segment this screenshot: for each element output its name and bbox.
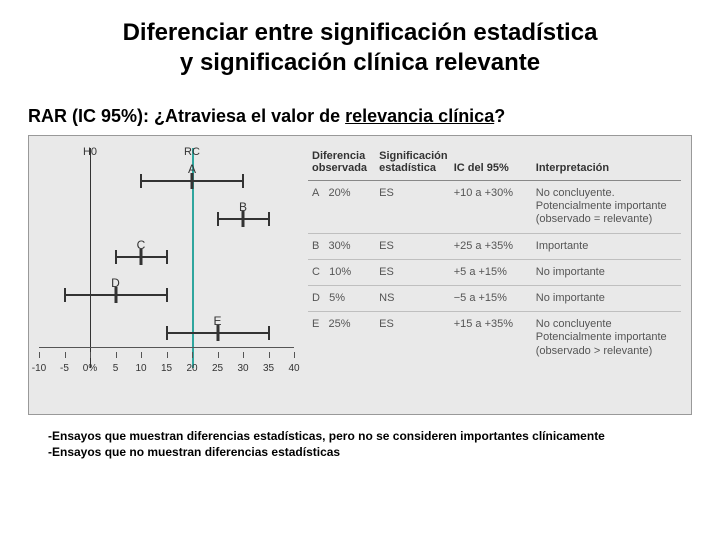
ci-whisker [166,288,168,302]
ci-whisker [64,288,66,302]
table-cell: C 10% [308,259,375,285]
title-line2: y significación clínica relevante [180,49,540,76]
subtitle: RAR (IC 95%): ¿Atraviesa el valor de rel… [28,106,692,127]
row-diff: 30% [329,240,351,252]
row-diff: 20% [329,187,351,199]
interpretation-table: Diferencia observadaSignificación estadí… [294,148,681,406]
x-tick-label: 0% [83,363,97,374]
table-cell: −5 a +15% [450,285,532,311]
row-diff: 25% [329,318,351,330]
table-header: Significación estadística [375,148,450,181]
table-cell: No importante [532,285,681,311]
h0-label: H0 [83,146,97,158]
table-row: C 10%ES+5 a +15%No importante [308,259,681,285]
row-diff: 5% [329,292,345,304]
x-tick-label: -10 [32,363,46,374]
table-cell: +10 a +30% [450,181,532,234]
table-cell: D 5% [308,285,375,311]
table-cell: NS [375,285,450,311]
table-header: Diferencia observada [308,148,375,181]
table-header: IC del 95% [450,148,532,181]
table-cell: ES [375,312,450,364]
x-tick [167,352,168,358]
row-label-d: D [111,276,120,290]
ci-whisker [217,212,219,226]
table-row: E 25%ES+15 a +35%No concluyente Potencia… [308,312,681,364]
ci-whisker [268,326,270,340]
x-tick [65,352,66,358]
title-line1: Diferenciar entre significación estadíst… [123,19,598,46]
footnote-2: -Ensayos que no muestran diferencias est… [48,445,672,461]
x-tick [218,352,219,358]
table-cell: +25 a +35% [450,233,532,259]
row-label-e: E [213,314,221,328]
row-id: A [312,187,319,199]
ci-whisker [140,174,142,188]
subtitle-tail: ? [494,106,505,126]
row-id: C [312,266,320,278]
ci-whisker [115,250,117,264]
x-tick-label: 25 [212,363,223,374]
table-cell: +5 a +15% [450,259,532,285]
table-cell: No concluyente. Potencialmente important… [532,181,681,234]
table-cell: A 20% [308,181,375,234]
row-label-c: C [137,238,146,252]
table-cell: E 25% [308,312,375,364]
rc-label: RC [184,146,200,158]
x-tick-label: 10 [135,363,146,374]
table-cell: ES [375,259,450,285]
table-cell: B 30% [308,233,375,259]
ci-whisker [166,250,168,264]
ci-whisker [166,326,168,340]
table-cell: Importante [532,233,681,259]
x-tick [141,352,142,358]
x-tick-label: 35 [263,363,274,374]
table-cell: No concluyente Potencialmente importante… [532,312,681,364]
table-cell: ES [375,233,450,259]
footnote-1: -Ensayos que muestran diferencias estadí… [48,429,672,445]
x-tick [116,352,117,358]
x-tick-label: -5 [60,363,69,374]
x-tick-label: 5 [113,363,119,374]
table-cell: No importante [532,259,681,285]
x-tick [39,352,40,358]
table-header: Interpretación [532,148,681,181]
row-label-a: A [188,162,196,176]
row-diff: 10% [329,266,351,278]
row-id: B [312,240,319,252]
row-label-b: B [239,200,247,214]
table-row: D 5%NS−5 a +15%No importante [308,285,681,311]
ci-whisker [242,174,244,188]
table-row: A 20%ES+10 a +30%No concluyente. Potenci… [308,181,681,234]
x-tick [269,352,270,358]
x-axis [39,347,294,348]
footnotes: -Ensayos que muestran diferencias estadí… [28,429,692,460]
table-row: B 30%ES+25 a +35%Importante [308,233,681,259]
figure-panel: H0 RC A B C D E -10 -5 0% 5 10 15 20 25 30 35 40 Diferenc… [28,135,692,415]
subtitle-plain: RAR (IC 95%): ¿Atraviesa el valor de [28,106,345,126]
subtitle-underlined: relevancia clínica [345,106,494,126]
row-id: D [312,292,320,304]
x-tick-label: 40 [288,363,299,374]
x-tick-label: 30 [237,363,248,374]
x-tick [192,352,193,358]
ci-whisker [268,212,270,226]
x-tick [90,352,91,358]
page-title: Diferenciar entre significación estadíst… [28,18,692,78]
table-cell: +15 a +35% [450,312,532,364]
x-tick-label: 20 [186,363,197,374]
forest-plot: H0RCABCDE-10-50%510152025303540 [39,148,294,406]
h0-line [90,148,91,368]
table-cell: ES [375,181,450,234]
x-tick [243,352,244,358]
x-tick-label: 15 [161,363,172,374]
x-tick [294,352,295,358]
row-id: E [312,318,319,330]
